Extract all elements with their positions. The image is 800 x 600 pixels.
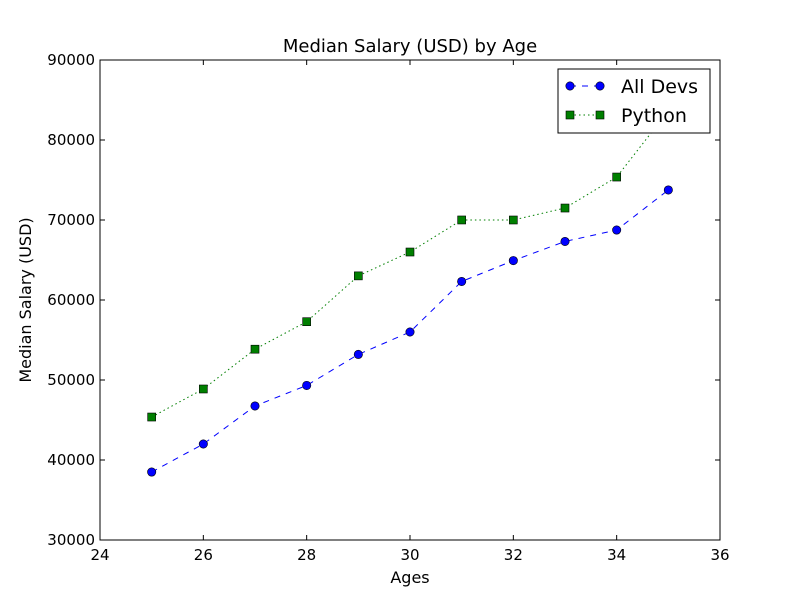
series-all-devs xyxy=(147,185,673,477)
data-point-all-devs xyxy=(508,256,518,266)
legend-box xyxy=(557,68,711,134)
legend-marker xyxy=(595,110,605,120)
data-point-all-devs xyxy=(250,401,260,411)
data-point-python xyxy=(302,317,311,327)
y-tick-label: 50000 xyxy=(47,371,95,389)
axes-layer: 24 26 28 30 32 34 36 30000 40000 50000 60000 70000 8… xyxy=(47,51,729,564)
data-point-all-devs xyxy=(663,185,673,195)
data-point-all-devs xyxy=(353,349,363,359)
data-point-python xyxy=(250,344,260,354)
data-point-all-devs xyxy=(405,327,415,337)
data-point-python xyxy=(560,203,570,213)
legend-entry-all-devs: All Devs xyxy=(565,76,698,98)
data-point-all-devs xyxy=(612,225,622,235)
x-axis-label: Ages xyxy=(390,568,429,587)
data-point-python xyxy=(147,412,156,422)
y-axis-label: Median Salary (USD) xyxy=(16,217,35,382)
data-point-all-devs xyxy=(302,380,312,390)
data-point-all-devs xyxy=(198,439,208,449)
y-tick-label: 30000 xyxy=(47,531,95,549)
data-point-python xyxy=(199,384,208,394)
x-tick-label: 36 xyxy=(710,546,729,564)
data-point-python xyxy=(457,215,466,225)
y-tick-label: 60000 xyxy=(47,291,95,309)
data-point-all-devs xyxy=(560,236,570,246)
legend: All Devs Python xyxy=(557,68,711,134)
data-point-all-devs xyxy=(457,276,467,286)
data-point-python xyxy=(612,172,621,182)
data-point-all-devs xyxy=(147,467,157,477)
x-tick-label: 30 xyxy=(400,546,419,564)
series-layer xyxy=(147,106,673,477)
series-line-all-devs xyxy=(151,189,669,473)
data-point-python xyxy=(509,215,518,225)
legend-marker xyxy=(595,81,605,91)
x-tick-label: 24 xyxy=(90,546,109,564)
x-tick-label: 32 xyxy=(504,546,523,564)
y-tick-label: 70000 xyxy=(47,211,95,229)
chart-title: Median Salary (USD) by Age xyxy=(283,36,537,57)
y-tick-label: 90000 xyxy=(47,51,95,69)
x-tick-label: 26 xyxy=(194,546,213,564)
data-point-python xyxy=(354,271,363,281)
x-tick-label: 28 xyxy=(297,546,316,564)
legend-label: Python xyxy=(621,105,687,127)
legend-entry-python: Python xyxy=(565,105,687,127)
y-tick-label: 40000 xyxy=(47,451,95,469)
y-tick-label: 80000 xyxy=(47,131,95,149)
legend-marker xyxy=(565,81,575,91)
x-tick-label: 34 xyxy=(607,546,626,564)
legend-label: All Devs xyxy=(621,76,698,98)
data-point-python xyxy=(405,247,415,257)
plot-frame xyxy=(99,59,721,541)
legend-marker xyxy=(565,110,575,120)
